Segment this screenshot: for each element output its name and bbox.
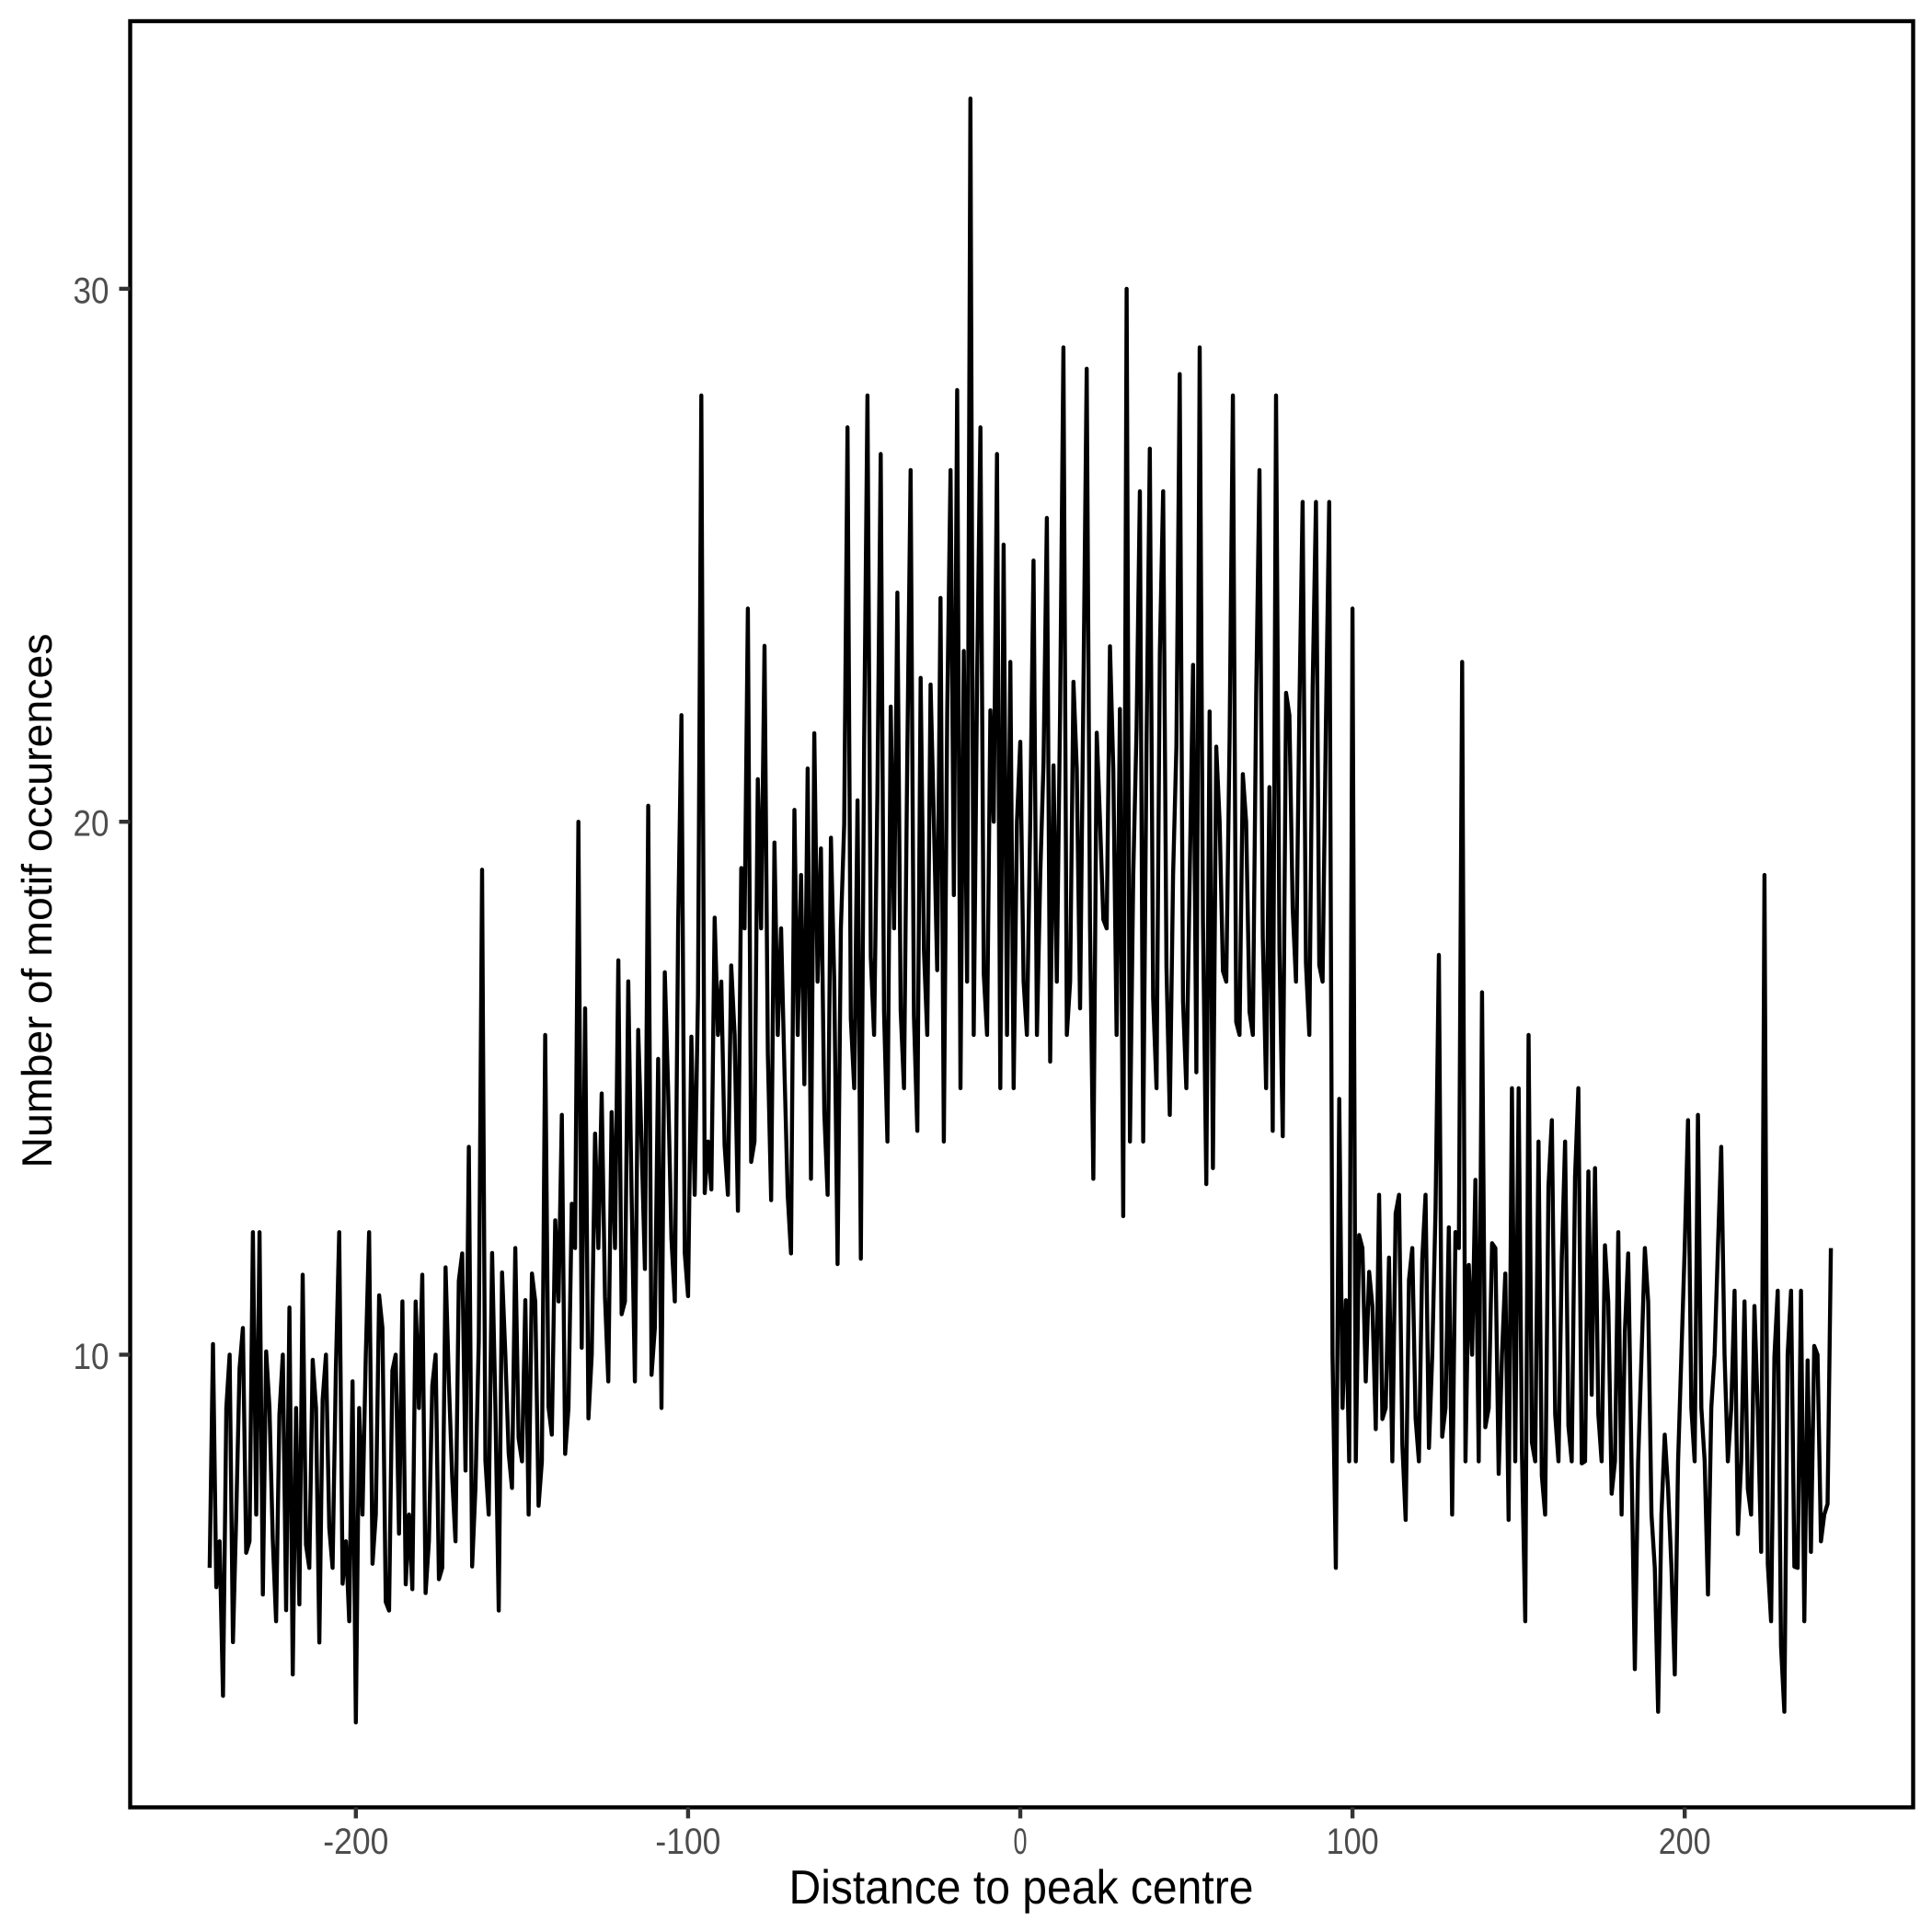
svg-text:-200: -200 [323, 1822, 388, 1862]
svg-text:20: 20 [74, 804, 109, 845]
svg-text:10: 10 [74, 1337, 109, 1377]
svg-text:30: 30 [74, 270, 109, 311]
svg-text:200: 200 [1659, 1822, 1711, 1862]
svg-text:Distance to peak centre: Distance to peak centre [789, 1861, 1254, 1915]
svg-text:Number of motif occurences: Number of motif occurences [13, 634, 61, 1168]
svg-text:100: 100 [1327, 1822, 1379, 1862]
svg-text:0: 0 [1014, 1822, 1028, 1862]
svg-text:-100: -100 [655, 1822, 720, 1862]
